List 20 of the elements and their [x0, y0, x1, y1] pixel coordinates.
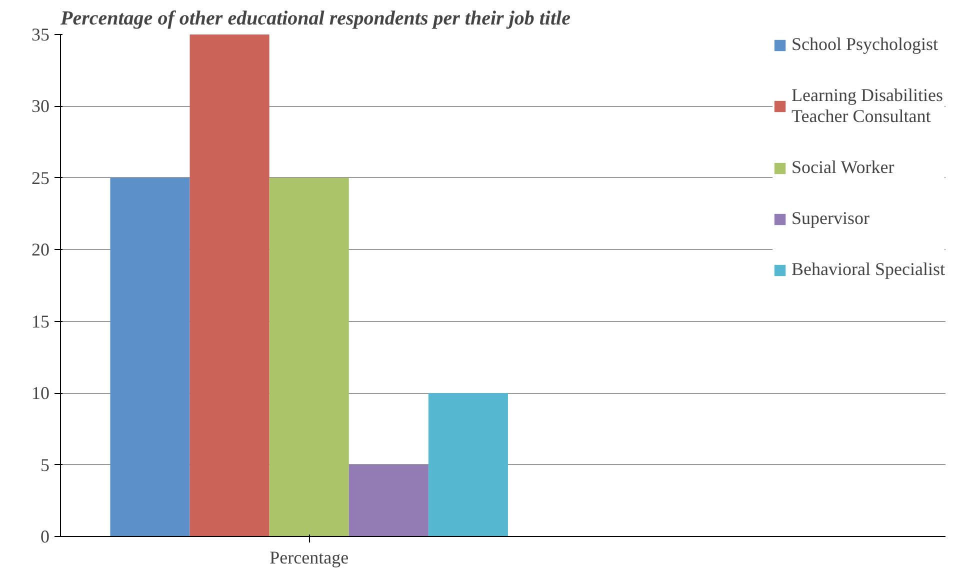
- x-tick-label: Percentage: [270, 548, 349, 568]
- bar: [269, 178, 349, 536]
- bar: [190, 34, 270, 536]
- y-tick-label: 0: [40, 526, 50, 546]
- legend-label: Behavioral Specialist: [792, 259, 945, 280]
- bar: [110, 178, 190, 536]
- chart-title: Percentage of other educational respondents per their job title: [60, 8, 571, 30]
- y-tick-label: 35: [32, 24, 50, 44]
- y-tick-label: 20: [32, 240, 50, 260]
- legend-label: Supervisor: [792, 208, 870, 229]
- y-tick-label: 25: [32, 168, 50, 188]
- legend-label: Social Worker: [792, 157, 894, 178]
- legend-label: Learning Disabilities Teacher Consultant: [792, 85, 943, 127]
- y-tick-label: 10: [32, 383, 50, 404]
- y-tick-label: 30: [32, 96, 50, 116]
- y-tick-label: 5: [40, 454, 50, 475]
- y-tick-label: 15: [32, 311, 50, 332]
- bar: [348, 464, 428, 536]
- legend-label: School Psychologist: [792, 34, 938, 55]
- bar: [428, 393, 508, 536]
